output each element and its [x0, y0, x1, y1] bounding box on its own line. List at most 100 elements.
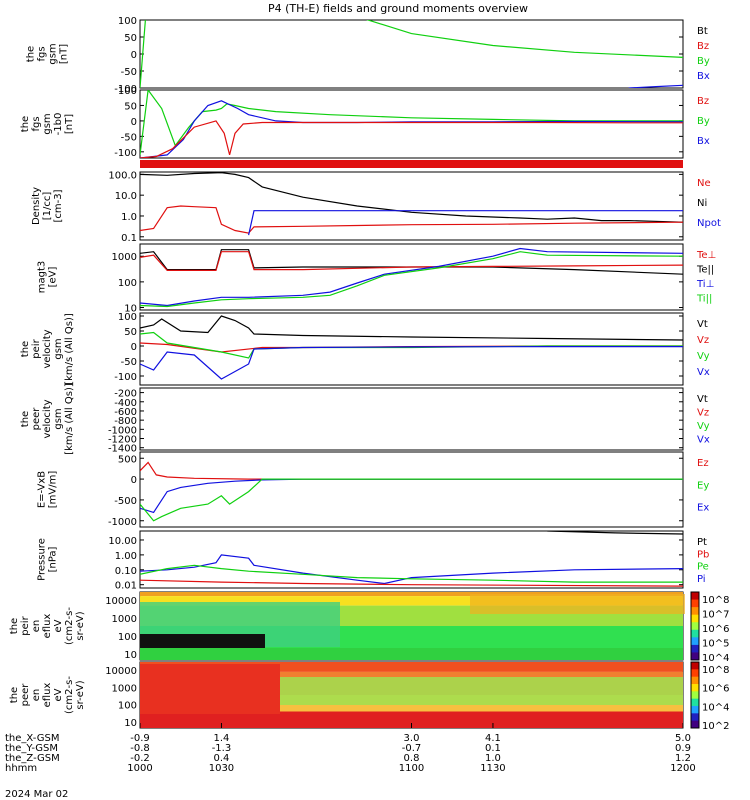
colorbar-tick-label: 10^7: [702, 610, 729, 621]
y-axis-label-line: [nT]: [64, 114, 75, 134]
y-tick-label: -50: [121, 357, 137, 368]
y-tick-label: 100: [118, 86, 137, 97]
y-tick-label: -1000: [108, 517, 137, 528]
y-tick-label: 10000: [105, 596, 137, 607]
x-tick-label: -1.3: [212, 743, 232, 754]
colorbar-segment: [691, 629, 699, 638]
panel-peir_en_eflux: the peir en eflux eV (cm2-s-sr-eV)10^810^710^…: [9, 591, 729, 664]
legend-entry: By: [697, 56, 710, 67]
series-line-Te⊥: [140, 251, 683, 271]
legend-entry: Ez: [697, 458, 709, 469]
x-tick-label: 1.2: [675, 753, 691, 764]
y-tick-label: 10.00: [108, 536, 137, 547]
y-axis-label-line: Density: [31, 187, 42, 225]
legend-entry: By: [697, 116, 710, 127]
panel-temperature: magt3 [eV] 1000 100 10 Te⊥ Te|| Ti⊥ Ti||: [37, 243, 716, 315]
spectrogram-band: [140, 664, 280, 714]
colorbar-segment: [691, 669, 699, 678]
colorbar-segment: [691, 691, 699, 700]
y-tick-label: 1.00: [115, 551, 137, 562]
colorbar-segment: [691, 662, 699, 670]
y-axis-label-line: fgs: [37, 46, 48, 61]
y-axis-label-line: the: [9, 618, 20, 634]
colorbar: 10^8 10^6 10^4 10^2: [690, 661, 729, 732]
colorbar-segment: [691, 622, 699, 631]
x-tick-label: 1200: [670, 763, 695, 774]
y-axis-label-line: peir: [20, 615, 31, 635]
y-tick-label: 100: [118, 278, 137, 289]
y-tick-label: 0: [131, 50, 137, 61]
series-line-Bz: [140, 120, 683, 158]
spectrogram-band: [140, 648, 683, 660]
legend-entry: Ne: [697, 178, 711, 189]
y-tick-label: 10: [124, 650, 137, 661]
x-tick-label: 1130: [480, 763, 505, 774]
y-axis-label-line: the: [20, 116, 31, 132]
colorbar-tick-label: 10^6: [702, 624, 729, 635]
y-tick-label: 0: [131, 342, 137, 353]
y-tick-label: 50: [124, 101, 137, 112]
y-axis-label-line: eflux: [42, 683, 53, 708]
panel-frame: [139, 89, 684, 159]
x-tick-label: -0.8: [130, 743, 150, 754]
x-tick-label: -0.7: [402, 743, 422, 754]
x-axis-row-label: hhmm: [5, 763, 37, 774]
y-axis-label-line: sr-eV): [75, 611, 86, 640]
colorbar-tick-label: 10^8: [702, 595, 729, 606]
x-tick-label: 1030: [209, 763, 234, 774]
y-tick-label: -100: [114, 84, 137, 95]
legend-entry: Bz: [697, 96, 709, 107]
legend-entry: Te⊥: [696, 250, 716, 261]
x-tick-label: -0.2: [130, 753, 150, 764]
y-tick-label: 10: [124, 718, 137, 729]
y-tick-label: 50: [124, 33, 137, 44]
legend-entry: Vt: [697, 319, 708, 330]
y-axis-label-line: en: [31, 620, 42, 633]
colorbar-frame: [690, 591, 700, 661]
series-line-Pt: [547, 531, 683, 535]
x-tick-label: 1.0: [485, 753, 501, 764]
x-axis-row-label: the_X-GSM: [5, 733, 59, 744]
y-tick-label: -500: [114, 496, 137, 507]
panel-velocity_peir: the peir velocity gsm [km/s (All Qs)] 100 50 0 -…: [20, 312, 710, 386]
y-tick-label: -1400: [108, 444, 137, 455]
colorbar-segment: [691, 637, 699, 646]
y-tick-label: 0: [131, 117, 137, 128]
y-axis-label-line: peer: [20, 683, 31, 707]
legend-entry: Vy: [697, 351, 710, 362]
x-tick-label: 0.1: [485, 743, 501, 754]
series-line-Ni: [140, 172, 683, 223]
x-tick-label: 0.4: [213, 753, 229, 764]
y-axis-label-line: [1/cc]: [42, 192, 53, 221]
series-line-Ne: [140, 205, 683, 234]
legend-entry: Npot: [697, 218, 721, 229]
colorbar-segment: [691, 614, 699, 623]
y-axis-label-line: the: [26, 46, 37, 62]
y-tick-label: 50: [124, 327, 137, 338]
colorbar-frame: [690, 661, 700, 729]
colorbar: 10^8 10^7 10^6 10^5 10^4: [690, 591, 729, 664]
panel-density: Density [1/cc] [cm-3] 100.0 10.0 1.0 0.1 Ne Ni Np…: [31, 170, 721, 243]
x-axis-row-label: the_Z-GSM: [5, 753, 60, 764]
series-line-Bx: [628, 84, 683, 88]
y-axis-label-line: [km/s (All Qs)]: [64, 383, 75, 455]
y-tick-label: -200: [114, 389, 137, 400]
date-label: 2024 Mar 02: [5, 789, 68, 800]
x-tick-label: 3.0: [404, 733, 420, 744]
y-axis-label-line: gsm: [53, 408, 64, 429]
y-tick-label: -100: [114, 148, 137, 159]
y-axis-label-line: the: [9, 687, 20, 703]
series-line-Bx: [140, 100, 683, 158]
panel-frame: [139, 243, 684, 311]
plot-title: P4 (TH-E) fields and ground moments over…: [268, 2, 528, 15]
y-axis-label-line: -1b0: [53, 113, 64, 136]
y-tick-label: 100: [118, 312, 137, 323]
y-axis-label-line: [cm-3]: [53, 189, 64, 222]
y-axis-label-line: en: [31, 689, 42, 702]
y-axis-label-line: fgs: [31, 116, 42, 131]
panel-frame: [139, 530, 684, 589]
y-tick-label: -1000: [108, 425, 137, 436]
y-axis-label-line: eflux: [42, 614, 53, 639]
